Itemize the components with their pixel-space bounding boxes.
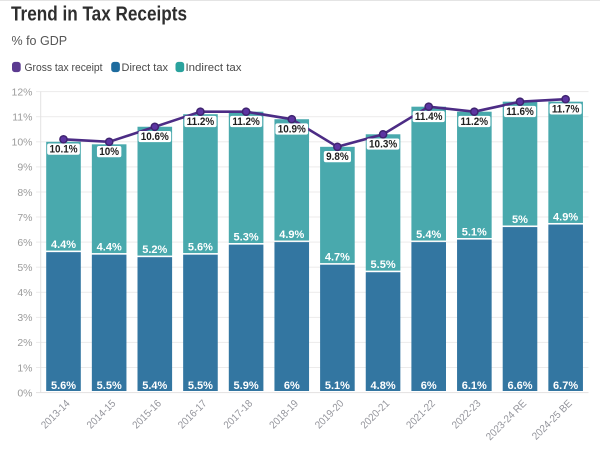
svg-text:11.2%: 11.2%: [232, 116, 260, 128]
svg-text:0%: 0%: [17, 387, 32, 399]
svg-text:Direct tax: Direct tax: [122, 62, 169, 74]
svg-text:1%: 1%: [17, 362, 32, 374]
svg-text:10.3%: 10.3%: [369, 139, 397, 151]
svg-text:5.5%: 5.5%: [97, 380, 122, 392]
svg-text:4.9%: 4.9%: [279, 229, 304, 241]
svg-text:9%: 9%: [17, 162, 32, 174]
svg-text:2%: 2%: [17, 337, 32, 349]
svg-text:5.5%: 5.5%: [188, 380, 213, 392]
svg-text:11.7%: 11.7%: [552, 104, 580, 116]
svg-text:4.4%: 4.4%: [51, 239, 76, 251]
svg-text:11.6%: 11.6%: [506, 106, 534, 118]
svg-text:5.3%: 5.3%: [234, 231, 259, 243]
svg-text:% fo GDP: % fo GDP: [12, 34, 68, 48]
svg-text:6.6%: 6.6%: [507, 380, 532, 392]
svg-text:5%: 5%: [17, 262, 32, 274]
svg-text:Indirect tax: Indirect tax: [186, 62, 243, 74]
svg-text:6%: 6%: [17, 237, 32, 249]
svg-text:6%: 6%: [284, 380, 300, 392]
svg-text:11.2%: 11.2%: [187, 116, 215, 128]
svg-text:Gross tax receipt: Gross tax receipt: [25, 62, 103, 74]
svg-text:5.9%: 5.9%: [234, 380, 259, 392]
svg-text:5.4%: 5.4%: [142, 380, 167, 392]
svg-text:5.2%: 5.2%: [142, 244, 167, 256]
svg-text:5.1%: 5.1%: [462, 226, 487, 238]
svg-text:3%: 3%: [17, 312, 32, 324]
svg-text:4.8%: 4.8%: [371, 380, 396, 392]
svg-text:4.7%: 4.7%: [325, 252, 350, 264]
svg-text:6.7%: 6.7%: [553, 380, 578, 392]
svg-text:4.9%: 4.9%: [553, 211, 578, 223]
svg-text:5.6%: 5.6%: [51, 380, 76, 392]
svg-text:5.1%: 5.1%: [325, 380, 350, 392]
svg-text:5.4%: 5.4%: [416, 229, 441, 241]
svg-text:12%: 12%: [11, 86, 32, 98]
svg-text:Trend in Tax Receipts: Trend in Tax Receipts: [11, 4, 187, 26]
svg-text:10.9%: 10.9%: [278, 124, 306, 136]
svg-text:10%: 10%: [11, 137, 32, 149]
svg-text:10.1%: 10.1%: [49, 144, 77, 156]
svg-text:5%: 5%: [512, 214, 528, 226]
svg-text:8%: 8%: [17, 187, 32, 199]
svg-text:5.6%: 5.6%: [188, 242, 213, 254]
svg-text:5.5%: 5.5%: [371, 259, 396, 271]
svg-text:9.8%: 9.8%: [326, 151, 349, 163]
svg-text:7%: 7%: [17, 212, 32, 224]
svg-text:4.4%: 4.4%: [97, 242, 122, 254]
svg-text:6.1%: 6.1%: [462, 380, 487, 392]
svg-text:4%: 4%: [17, 287, 32, 299]
svg-text:11.4%: 11.4%: [415, 111, 443, 123]
svg-text:10%: 10%: [99, 146, 119, 158]
svg-text:6%: 6%: [421, 380, 437, 392]
svg-text:11%: 11%: [12, 112, 32, 124]
svg-text:11.2%: 11.2%: [461, 116, 489, 128]
svg-text:10.6%: 10.6%: [141, 131, 169, 143]
